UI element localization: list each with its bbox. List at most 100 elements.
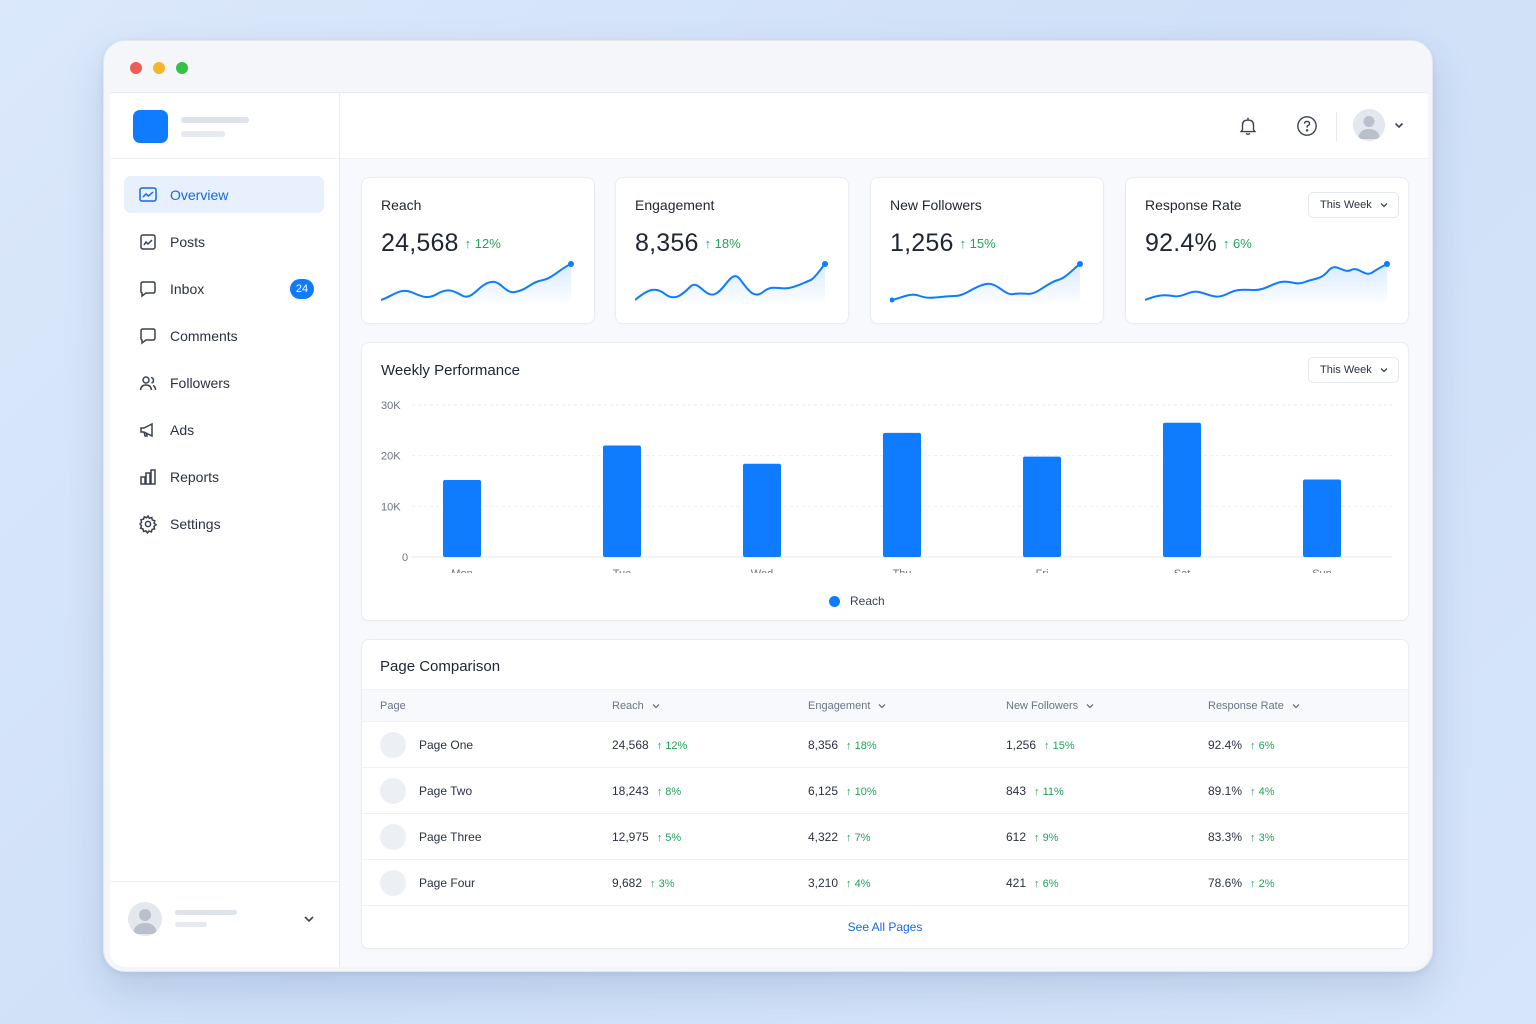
- kpi-value: 1,256 ↑ 15%: [890, 229, 996, 258]
- column-label: Engagement: [808, 700, 871, 712]
- dropdown-label: This Week: [1320, 199, 1372, 211]
- sidebar-item-label: Settings: [170, 515, 221, 532]
- response-rate-cell: 83.3% ↑ 3%: [1208, 830, 1275, 844]
- sidebar-item-inbox[interactable]: Inbox 24: [124, 270, 324, 307]
- topbar-divider: [1336, 112, 1337, 142]
- table-row[interactable]: Page One 24,568 ↑ 12% 8,356 ↑ 18% 1,256 ↑ 1…: [362, 722, 1408, 768]
- column-label: Response Rate: [1208, 700, 1284, 712]
- y-tick-label: 20K: [381, 451, 401, 463]
- sidebar-item-followers[interactable]: Followers: [124, 364, 324, 401]
- bell-icon[interactable]: [1236, 114, 1260, 138]
- bar-wed[interactable]: [743, 463, 781, 557]
- brand-logo[interactable]: [133, 110, 168, 143]
- legend-swatch: [829, 595, 840, 607]
- app-content: Overview Posts Inbox 24: [110, 92, 1428, 967]
- cell-delta: ↑ 15%: [1044, 740, 1075, 752]
- cell-value: 92.4%: [1208, 738, 1243, 752]
- followers-cell: 843 ↑ 11%: [1006, 784, 1064, 798]
- minimize-window-button[interactable]: [153, 62, 165, 74]
- column-header-reach[interactable]: Reach: [612, 700, 660, 712]
- sidebar-item-label: Overview: [170, 186, 229, 203]
- cell-delta: ↑ 6%: [1034, 878, 1059, 890]
- response-rate-cell: 78.6% ↑ 2%: [1208, 876, 1275, 890]
- reach-cell: 9,682 ↑ 3%: [612, 876, 675, 890]
- kpi-title: Reach: [381, 197, 422, 213]
- sort-chevron-icon: [1086, 704, 1094, 709]
- kpi-value: 92.4% ↑ 6%: [1145, 229, 1252, 258]
- sidebar-item-label: Comments: [170, 327, 238, 344]
- sort-chevron-icon: [1292, 704, 1300, 709]
- kpi-period-dropdown[interactable]: This Week: [1308, 192, 1399, 218]
- close-window-button[interactable]: [130, 62, 142, 74]
- engagement-cell: 8,356 ↑ 18%: [808, 738, 877, 752]
- response-rate-sparkline: [1145, 261, 1390, 306]
- sort-chevron-icon: [878, 704, 886, 709]
- cell-delta: ↑ 12%: [656, 740, 688, 752]
- bar-chart-icon: [138, 467, 158, 487]
- kpi-value-number: 8,356: [635, 229, 699, 257]
- page-name: Page Two: [419, 784, 473, 798]
- sidebar-item-settings[interactable]: Settings: [124, 505, 324, 542]
- table-row[interactable]: Page Two 18,243 ↑ 8% 6,125 ↑ 10% 843 ↑ 11% …: [362, 768, 1408, 814]
- kpi-value-number: 1,256: [890, 229, 954, 257]
- sidebar-item-label: Posts: [170, 233, 206, 250]
- avatar[interactable]: [1353, 109, 1385, 141]
- page-name: Page Four: [419, 876, 476, 890]
- reach-cell: 12,975 ↑ 5%: [612, 830, 681, 844]
- cell-delta: ↑ 3%: [1250, 832, 1275, 844]
- column-header-new-followers[interactable]: New Followers: [1006, 700, 1094, 712]
- table-row[interactable]: Page Four 9,682 ↑ 3% 3,210 ↑ 4% 421 ↑ 6% 78…: [362, 860, 1408, 906]
- kpi-card-response-rate: Response Rate This Week 92.4% ↑ 6%: [1125, 177, 1409, 324]
- response-rate-cell: 89.1% ↑ 4%: [1208, 784, 1275, 798]
- cell-value: 421: [1006, 876, 1027, 890]
- help-icon[interactable]: [1295, 114, 1319, 138]
- maximize-window-button[interactable]: [176, 62, 188, 74]
- posts-icon: [138, 232, 158, 252]
- table-title: Page Comparison: [380, 658, 501, 675]
- chart-title: Weekly Performance: [381, 362, 520, 379]
- bar-tue[interactable]: [603, 445, 641, 557]
- sidebar-item-label: Ads: [170, 421, 195, 438]
- cell-delta: ↑ 4%: [1250, 786, 1275, 798]
- sidebar-nav: Overview Posts Inbox 24: [124, 176, 324, 552]
- cell-value: 12,975: [612, 830, 649, 844]
- column-header-page: Page: [380, 700, 406, 712]
- sidebar-item-label: Reports: [170, 468, 220, 485]
- chevron-down-icon[interactable]: [1393, 119, 1405, 131]
- reach-cell: 24,568 ↑ 12%: [612, 738, 687, 752]
- account-switcher[interactable]: [110, 881, 340, 967]
- cell-value: 843: [1006, 784, 1027, 798]
- sidebar-item-posts[interactable]: Posts: [124, 223, 324, 260]
- cell-value: 78.6%: [1208, 876, 1243, 890]
- engagement-sparkline: [635, 261, 828, 306]
- sidebar-item-overview[interactable]: Overview: [124, 176, 324, 213]
- bar-thu[interactable]: [883, 432, 921, 557]
- bar-mon[interactable]: [443, 479, 481, 557]
- cell-delta: ↑ 3%: [650, 878, 675, 890]
- page-avatar: [380, 870, 406, 896]
- engagement-cell: 4,322 ↑ 7%: [808, 830, 871, 844]
- cell-delta: ↑ 9%: [1034, 832, 1059, 844]
- sort-chevron-icon: [652, 704, 660, 709]
- dropdown-label: This Week: [1320, 364, 1372, 376]
- column-header-engagement[interactable]: Engagement: [808, 700, 886, 712]
- sidebar-item-reports[interactable]: Reports: [124, 458, 324, 495]
- bar-sun[interactable]: [1303, 479, 1341, 557]
- x-tick-label: Thu: [893, 568, 912, 573]
- cell-delta: ↑ 6%: [1250, 740, 1275, 752]
- column-header-response-rate[interactable]: Response Rate: [1208, 700, 1300, 712]
- followers-cell: 1,256 ↑ 15%: [1006, 738, 1075, 752]
- chevron-down-icon: [304, 916, 314, 923]
- avatar: [128, 902, 162, 936]
- see-all-pages-link[interactable]: See All Pages: [847, 920, 923, 934]
- table-row[interactable]: Page Three 12,975 ↑ 5% 4,322 ↑ 7% 612 ↑ 9% …: [362, 814, 1408, 860]
- bar-sat[interactable]: [1163, 422, 1201, 557]
- response-rate-cell: 92.4% ↑ 6%: [1208, 738, 1275, 752]
- sidebar-item-comments[interactable]: Comments: [124, 317, 324, 354]
- bar-fri[interactable]: [1023, 456, 1061, 557]
- kpi-value-number: 24,568: [381, 229, 459, 257]
- sidebar-item-ads[interactable]: Ads: [124, 411, 324, 448]
- cell-delta: ↑ 11%: [1034, 786, 1064, 798]
- cell-value: 89.1%: [1208, 784, 1243, 798]
- chart-period-dropdown[interactable]: This Week: [1308, 357, 1399, 383]
